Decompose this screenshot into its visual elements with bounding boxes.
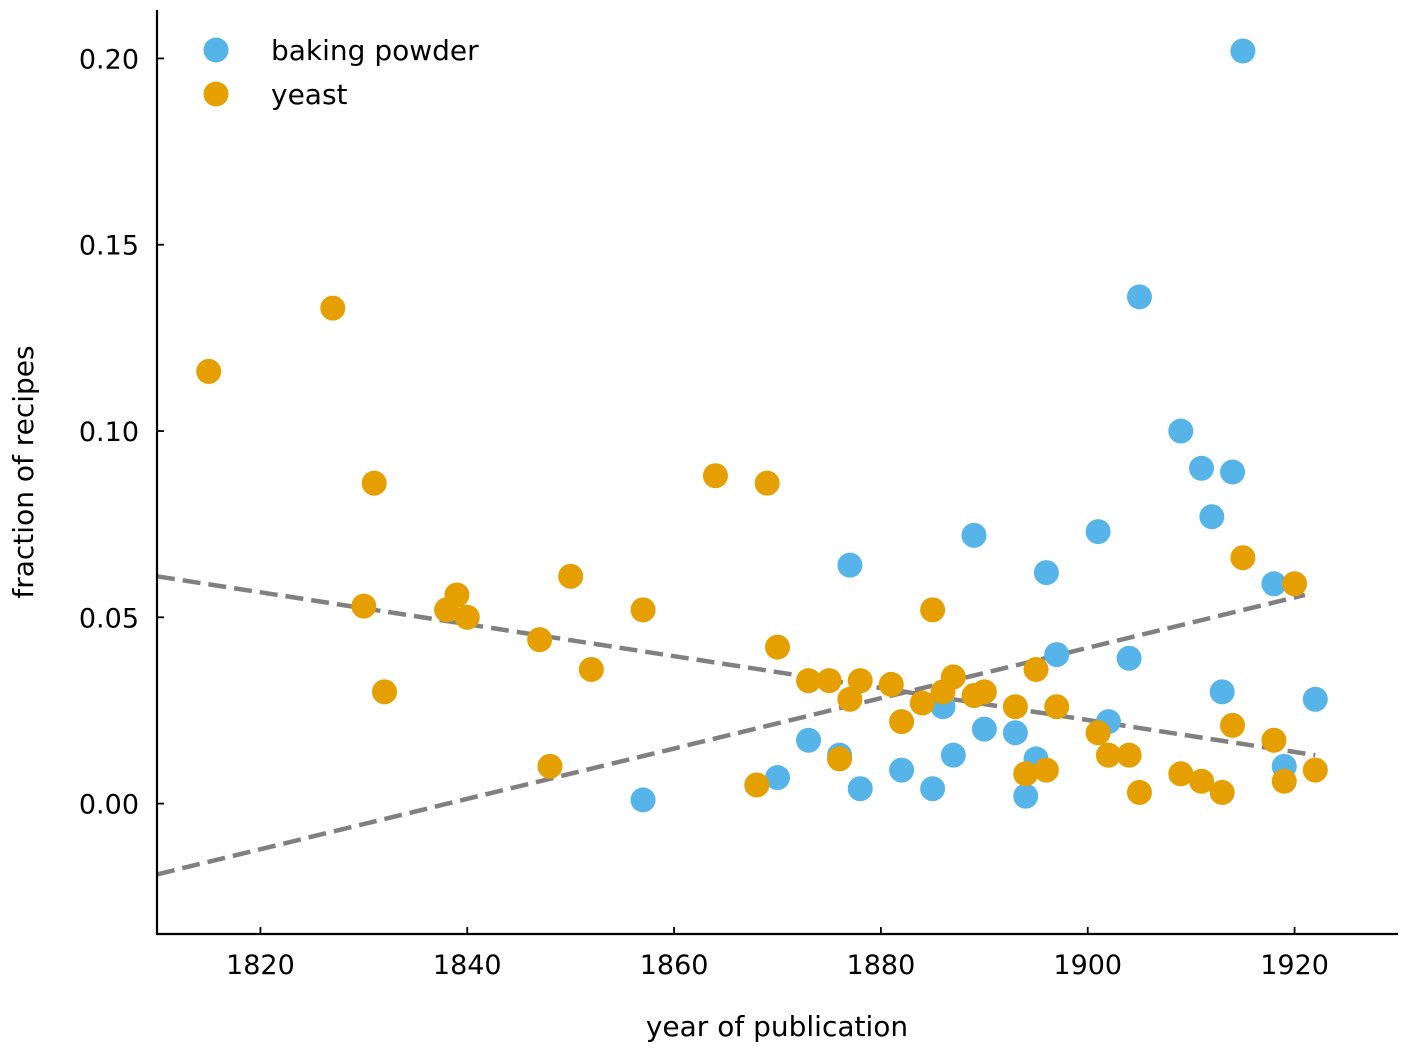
legend: baking powder yeast	[203, 34, 479, 111]
data-point-baking-powder	[961, 522, 987, 548]
data-point-yeast	[847, 668, 873, 694]
x-tick-label: 1920	[1260, 950, 1329, 981]
data-point-baking-powder	[1033, 560, 1059, 586]
data-point-yeast	[920, 597, 946, 623]
y-tick-label: 0.20	[79, 44, 139, 75]
x-tick-label: 1900	[1053, 950, 1122, 981]
data-point-yeast	[527, 627, 553, 653]
data-point-baking-powder	[630, 787, 656, 813]
data-point-yeast	[1002, 694, 1028, 720]
data-point-yeast	[1230, 545, 1256, 571]
data-point-yeast	[558, 563, 584, 589]
data-point-yeast	[765, 634, 790, 660]
data-point-yeast	[1168, 761, 1194, 787]
data-points	[196, 38, 1328, 813]
data-point-yeast	[361, 470, 387, 496]
data-point-baking-powder	[1189, 455, 1215, 481]
data-point-baking-powder	[1126, 284, 1152, 310]
legend-label-yeast: yeast	[271, 78, 348, 111]
data-point-yeast	[702, 463, 728, 489]
data-point-yeast	[889, 709, 915, 735]
x-tick-label: 1840	[433, 950, 502, 981]
data-point-yeast	[971, 679, 997, 705]
y-tick-label: 0.00	[79, 790, 139, 821]
legend-marker-yeast	[203, 81, 229, 107]
y-tick-label: 0.10	[79, 417, 139, 448]
trend-lines	[156, 574, 1316, 877]
data-point-yeast	[1116, 742, 1142, 768]
data-point-yeast	[1095, 742, 1121, 768]
data-point-baking-powder	[1085, 519, 1111, 545]
x-tick-label: 1880	[847, 950, 916, 981]
y-axis-title: fraction of recipes	[7, 345, 40, 598]
data-point-yeast	[909, 690, 935, 716]
x-tick-label: 1860	[640, 950, 709, 981]
data-point-yeast	[1044, 694, 1070, 720]
data-point-baking-powder	[837, 552, 863, 578]
data-point-yeast	[1033, 757, 1059, 783]
data-point-baking-powder	[1013, 783, 1039, 809]
data-point-yeast	[878, 671, 904, 697]
data-point-baking-powder	[765, 765, 790, 791]
data-point-yeast	[320, 295, 346, 321]
data-point-yeast	[744, 772, 770, 798]
data-point-yeast	[1302, 757, 1328, 783]
data-point-yeast	[796, 668, 822, 694]
y-tick-label: 0.15	[79, 231, 139, 262]
data-point-baking-powder	[1199, 504, 1225, 530]
axes	[155, 10, 1398, 936]
data-point-yeast	[1189, 768, 1215, 794]
data-point-yeast	[1023, 656, 1049, 682]
data-point-baking-powder	[889, 757, 915, 783]
y-ticks: 0.00 0.05 0.10 0.15 0.20	[79, 44, 164, 821]
data-point-baking-powder	[920, 776, 946, 802]
data-point-yeast	[1261, 727, 1287, 753]
x-ticks: 1820 1840 1860 1880 1900 1920	[226, 927, 1329, 981]
data-point-yeast	[537, 753, 563, 779]
trend-line-yeast	[156, 574, 1316, 758]
data-point-baking-powder	[1044, 642, 1070, 668]
data-point-yeast	[1013, 761, 1039, 787]
data-point-baking-powder	[1261, 571, 1287, 597]
data-point-baking-powder	[1002, 720, 1028, 746]
data-point-yeast	[827, 746, 853, 772]
data-point-baking-powder	[796, 727, 822, 753]
legend-label-baking-powder: baking powder	[271, 34, 479, 67]
y-tick-label: 0.05	[79, 603, 139, 634]
data-point-baking-powder	[1230, 38, 1256, 64]
data-point-baking-powder	[1302, 686, 1328, 712]
data-point-yeast	[444, 582, 470, 608]
data-point-yeast	[372, 679, 398, 705]
data-point-yeast	[1271, 768, 1297, 794]
data-point-baking-powder	[1116, 645, 1142, 671]
trend-line-baking-powder	[156, 592, 1306, 877]
data-point-baking-powder	[1209, 679, 1235, 705]
data-point-yeast	[1126, 779, 1152, 805]
data-point-yeast	[351, 593, 377, 619]
data-point-baking-powder	[971, 716, 997, 742]
data-point-yeast	[454, 604, 480, 630]
data-point-baking-powder	[940, 742, 966, 768]
data-point-yeast	[630, 597, 656, 623]
data-point-yeast	[1220, 712, 1246, 738]
x-axis-title: year of publication	[646, 1010, 908, 1043]
data-point-yeast	[578, 656, 604, 682]
data-point-baking-powder	[1168, 418, 1194, 444]
data-point-yeast	[754, 470, 780, 496]
data-point-yeast	[1209, 779, 1235, 805]
data-point-yeast	[196, 358, 222, 384]
data-point-yeast	[940, 664, 966, 690]
data-point-yeast	[1085, 720, 1111, 746]
legend-marker-baking-powder	[203, 37, 229, 63]
data-point-baking-powder	[1220, 459, 1246, 485]
x-tick-label: 1820	[226, 950, 295, 981]
data-point-yeast	[1282, 571, 1308, 597]
data-point-yeast	[837, 686, 863, 712]
data-point-yeast	[816, 668, 842, 694]
data-point-baking-powder	[847, 776, 873, 802]
